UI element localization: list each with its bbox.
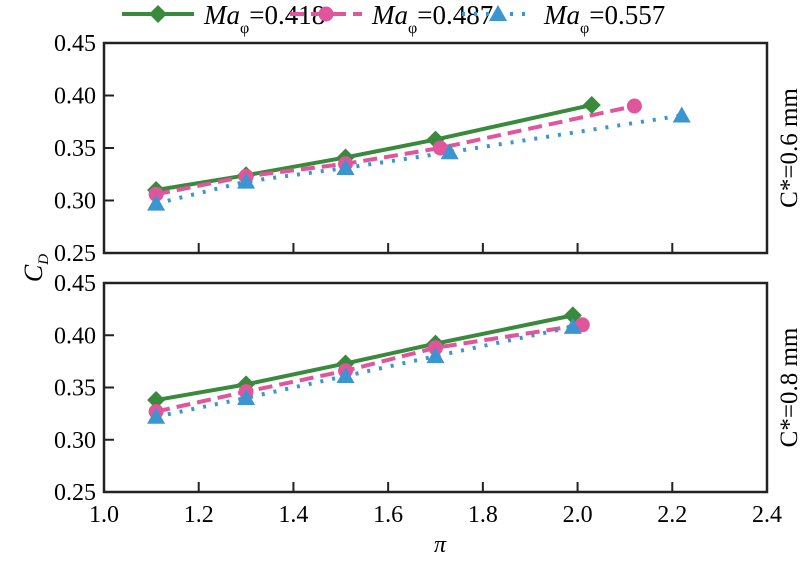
series-line: [155, 104, 635, 197]
legend-label: Maφ=0.487: [371, 0, 493, 37]
data-point: [672, 106, 691, 123]
y-tick-label: 0.45: [54, 271, 96, 297]
data-point: [237, 388, 256, 405]
x-tick-label: 1.4: [278, 502, 308, 528]
data-point: [147, 407, 166, 424]
x-tick-label: 1.0: [89, 502, 119, 528]
y-tick-label: 0.30: [54, 189, 96, 215]
x-tick-label: 2.2: [657, 502, 687, 528]
panel-1: 0.25 0.30 0.35 0.40 0.45 C*=0.6 mm: [54, 31, 803, 267]
panel-2: 0.25 0.30 0.35 0.40 0.45 1.0 1.2 1.4 1.6 1.8 2.0 2.…: [54, 271, 803, 528]
series-line: [155, 113, 683, 206]
data-point: [440, 143, 459, 160]
x-tick-label: 1.6: [373, 502, 403, 528]
y-tick-label: 0.30: [54, 428, 96, 454]
y-tick-label: 0.25: [54, 241, 96, 267]
legend: Maφ=0.418 Maφ=0.487 Maφ=0.557: [122, 0, 665, 37]
y-tick-label: 0.35: [54, 376, 96, 402]
y-tick-label: 0.40: [54, 323, 96, 349]
y-tick-label: 0.45: [54, 31, 96, 57]
legend-marker: [489, 5, 507, 21]
y-tick-label: 0.35: [54, 136, 96, 162]
data-point: [432, 140, 448, 156]
svg-text:CD: CD: [19, 254, 52, 282]
x-tick-label: 1.2: [184, 502, 214, 528]
data-point: [147, 391, 166, 410]
data-point: [336, 367, 355, 384]
x-tick-label: 1.8: [468, 502, 498, 528]
data-point: [237, 172, 256, 189]
legend-label: Maφ=0.557: [543, 0, 665, 37]
plot-frame: [102, 281, 769, 494]
x-tick-label: 2.4: [752, 502, 782, 528]
series-line: [155, 322, 583, 414]
series-line: [155, 313, 574, 403]
panel-label: C*=0.8 mm: [776, 327, 803, 447]
x-tick-label: 2.0: [563, 502, 593, 528]
legend-label: Maφ=0.418: [203, 0, 325, 37]
data-point: [426, 347, 445, 364]
legend-marker: [149, 5, 167, 23]
legend-marker: [318, 6, 334, 22]
y-tick-label: 0.40: [54, 84, 96, 110]
data-point: [148, 186, 164, 202]
series-line: [155, 324, 574, 419]
y-tick-label: 0.25: [54, 480, 96, 506]
x-axis-label: π: [434, 532, 447, 558]
y-axis-label: CD: [19, 254, 52, 282]
data-point: [563, 317, 582, 334]
data-point: [626, 98, 642, 114]
panel-label: C*=0.6 mm: [776, 88, 803, 208]
series-line: [155, 102, 593, 192]
data-point: [582, 95, 601, 114]
data-point: [336, 158, 355, 175]
data-point: [147, 194, 166, 211]
